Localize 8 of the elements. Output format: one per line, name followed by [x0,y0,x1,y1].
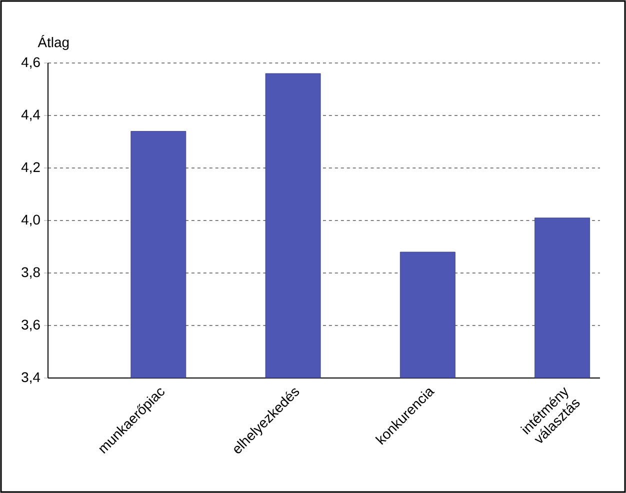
y-tick-label: 4,2 [21,162,40,174]
y-tick-label: 3,8 [22,267,40,279]
y-tick-label: 4,0 [21,214,40,226]
y-tick-label: 3,4 [22,372,40,384]
y-axis-title: Átlag [38,35,69,50]
y-tick-label: 4,6 [21,57,40,69]
y-tick-label: 3,6 [22,320,40,332]
y-tick-label: 4,4 [21,110,40,122]
